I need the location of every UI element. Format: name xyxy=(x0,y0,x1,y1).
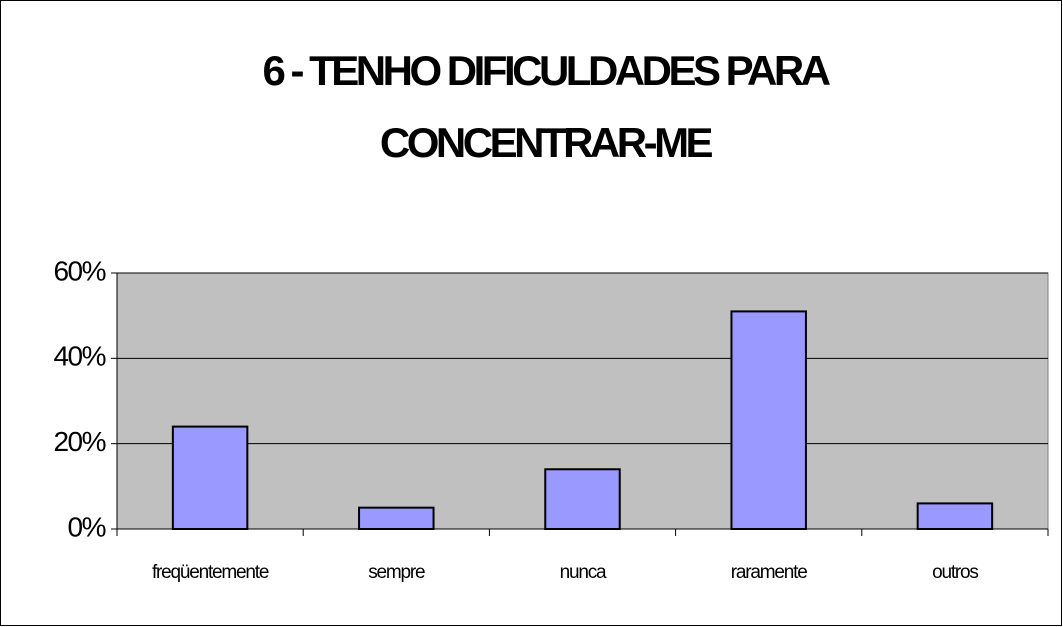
x-tick-label: nunca xyxy=(560,562,607,583)
chart-title: CONCENTRAR-ME xyxy=(380,119,713,166)
bar xyxy=(730,310,807,530)
x-tick-label: raramente xyxy=(731,562,807,583)
x-tick-label: outros xyxy=(932,562,978,583)
y-tick-label: 20% xyxy=(53,426,105,457)
chart-title: 6 - TENHO DIFICULDADES PARA xyxy=(262,47,830,94)
y-tick-label: 0% xyxy=(68,511,106,542)
bar xyxy=(916,502,994,530)
x-tick-label: sempre xyxy=(368,562,425,583)
bar xyxy=(358,506,435,530)
x-tick-label: freqüentemente xyxy=(152,562,269,583)
bar xyxy=(171,425,249,531)
y-tick-label: 60% xyxy=(53,255,105,286)
y-tick-label: 40% xyxy=(53,341,105,372)
bar xyxy=(544,468,621,530)
